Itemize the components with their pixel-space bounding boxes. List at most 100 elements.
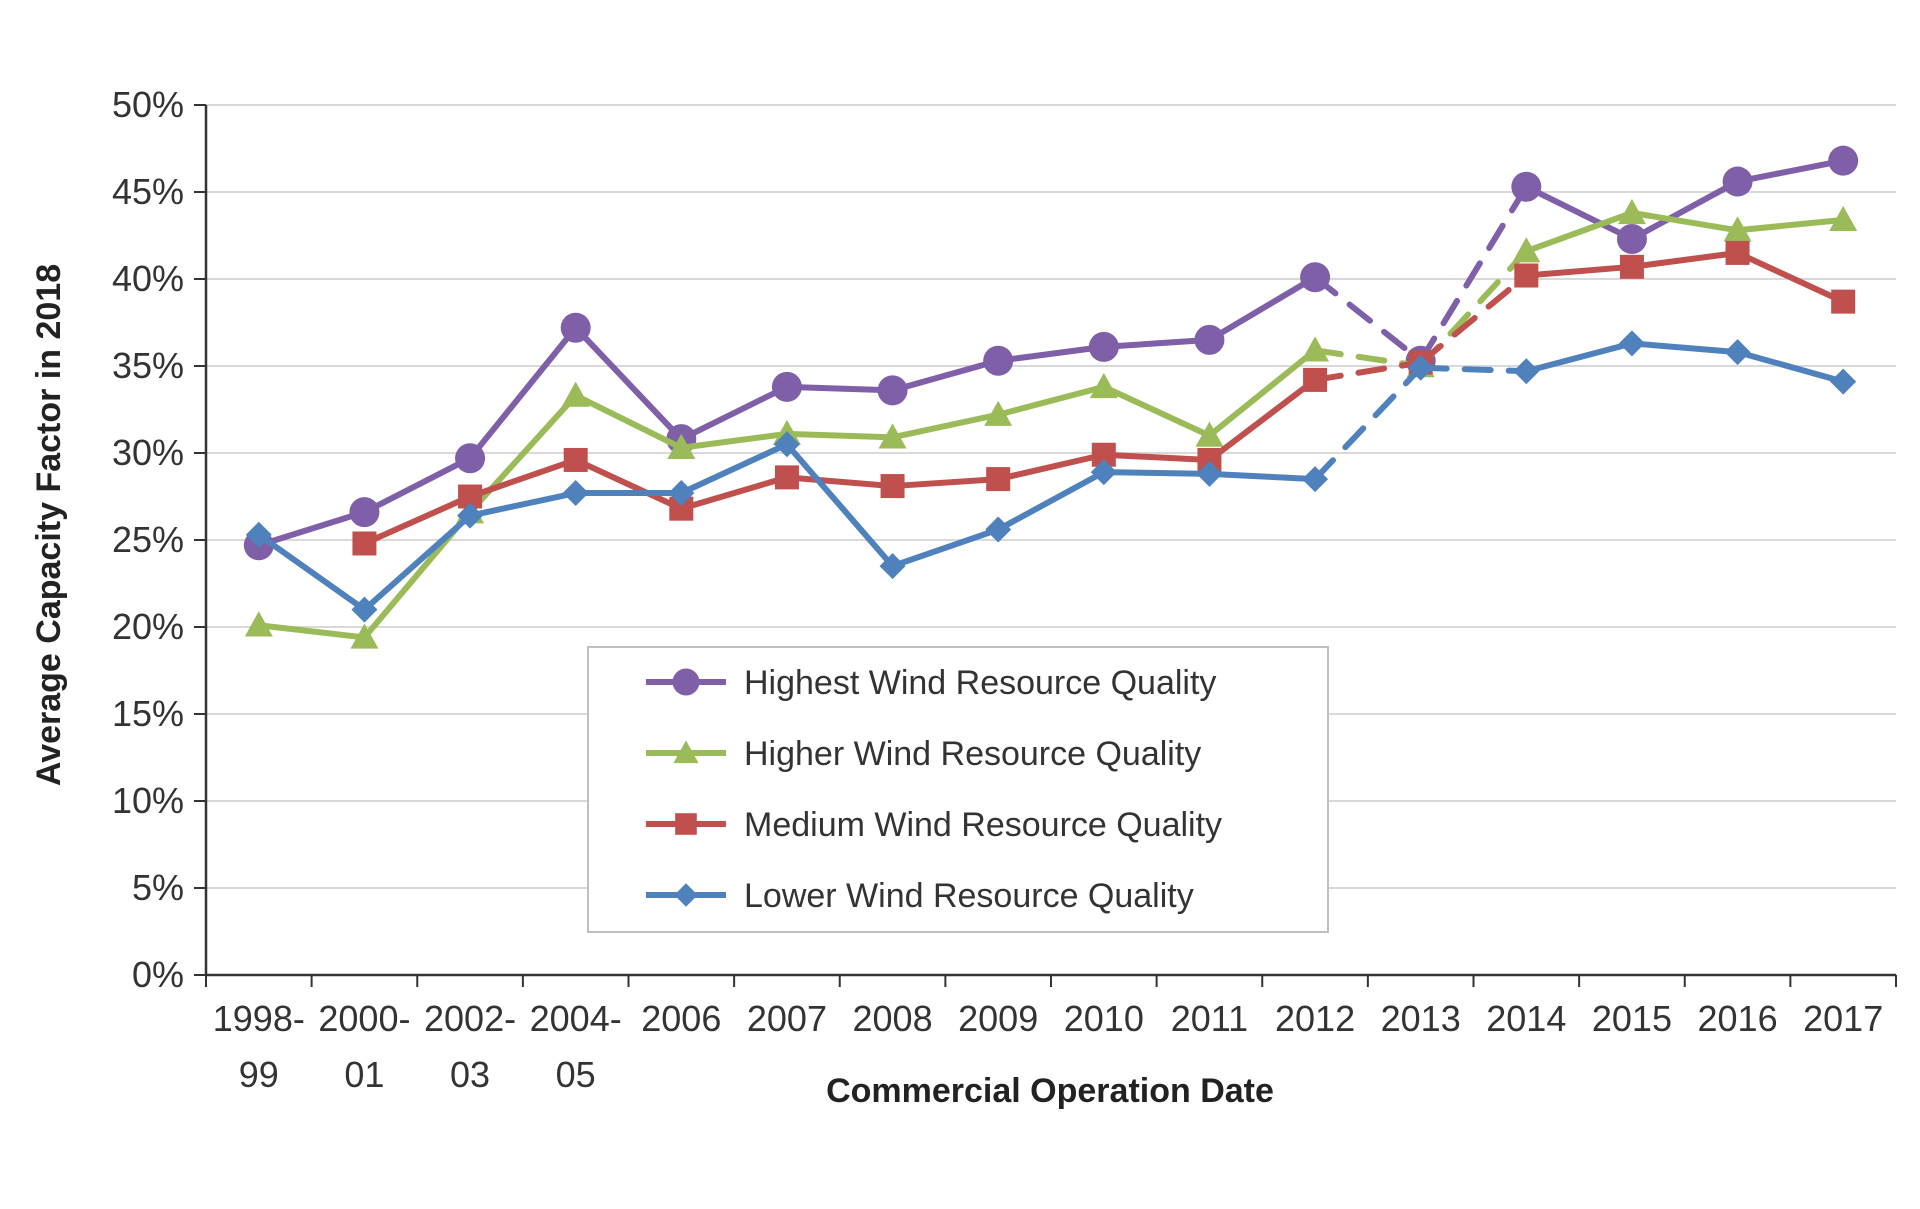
data-point bbox=[983, 345, 1014, 376]
series-line bbox=[1523, 263, 1635, 279]
data-point bbox=[244, 611, 273, 637]
data-point bbox=[1302, 466, 1329, 493]
series-line bbox=[467, 456, 579, 500]
series-line bbox=[1523, 340, 1635, 375]
data-point bbox=[1616, 223, 1647, 254]
data-point bbox=[1512, 237, 1541, 263]
data-point bbox=[1829, 205, 1858, 232]
series-line-dashed bbox=[1417, 364, 1530, 375]
x-tick-label: 2006 bbox=[641, 998, 721, 1039]
gridlines bbox=[206, 104, 1896, 889]
data-point bbox=[457, 502, 484, 529]
series-line bbox=[467, 490, 579, 519]
data-point bbox=[877, 375, 908, 406]
data-point bbox=[984, 400, 1013, 426]
y-tick-label: 40% bbox=[112, 258, 184, 299]
y-axis-title: Average Capacity Factor in 2018 bbox=[30, 264, 68, 786]
data-point bbox=[1089, 372, 1118, 399]
series-line bbox=[678, 430, 790, 451]
series-line bbox=[1523, 183, 1635, 242]
series-line bbox=[1206, 347, 1319, 439]
series-line bbox=[1206, 274, 1319, 343]
series-line bbox=[361, 493, 474, 547]
series-line bbox=[1628, 209, 1741, 234]
x-tick-label: 1998- bbox=[213, 998, 305, 1039]
series-line bbox=[572, 324, 685, 443]
data-point bbox=[455, 443, 486, 474]
series-line bbox=[1734, 249, 1847, 305]
series-line bbox=[361, 512, 474, 613]
data-point bbox=[245, 521, 272, 548]
series-line bbox=[678, 474, 790, 512]
series-line bbox=[783, 430, 896, 441]
data-point bbox=[1514, 263, 1539, 288]
legend: Highest Wind Resource Quality Higher Wind… bbox=[587, 646, 1329, 933]
data-point bbox=[1830, 368, 1857, 395]
x-tick-label: 2016 bbox=[1698, 998, 1778, 1039]
series-line bbox=[678, 441, 790, 497]
data-point bbox=[1196, 460, 1223, 487]
series-line bbox=[1734, 349, 1847, 385]
data-point bbox=[1831, 289, 1856, 314]
data-point bbox=[1303, 367, 1328, 392]
x-tick-label: 2015 bbox=[1592, 998, 1672, 1039]
x-tick-label: 2007 bbox=[747, 998, 827, 1039]
x-tick-label: 2013 bbox=[1381, 998, 1461, 1039]
series-line-dashed bbox=[1417, 272, 1530, 366]
data-point bbox=[1195, 421, 1224, 447]
data-point bbox=[773, 431, 800, 458]
x-tick-label: 2002- bbox=[424, 998, 516, 1039]
data-point bbox=[878, 423, 907, 449]
data-point bbox=[1513, 358, 1540, 385]
series-line bbox=[255, 531, 368, 613]
x-tick-label: 2008 bbox=[853, 998, 933, 1039]
series-line bbox=[783, 383, 896, 394]
series-line bbox=[1206, 376, 1319, 463]
data-point bbox=[668, 480, 695, 507]
data-point bbox=[1511, 171, 1542, 202]
x-tick-label: 2009 bbox=[958, 998, 1038, 1039]
y-tick-label: 5% bbox=[132, 867, 184, 908]
data-point bbox=[1088, 331, 1119, 362]
series-line-dashed bbox=[1312, 274, 1424, 364]
data-point bbox=[1618, 330, 1645, 357]
x-tick-label: 01 bbox=[344, 1054, 384, 1095]
series-3 bbox=[352, 240, 1856, 556]
series-line bbox=[1734, 157, 1847, 185]
data-point bbox=[774, 465, 799, 490]
data-point bbox=[1194, 324, 1225, 355]
legend-item: Lower Wind Resource Quality bbox=[646, 877, 1194, 915]
data-point bbox=[1722, 166, 1753, 197]
series-line bbox=[1628, 249, 1741, 270]
x-tick-label: 99 bbox=[239, 1054, 279, 1095]
series-line bbox=[889, 411, 1002, 441]
data-point bbox=[880, 474, 905, 499]
series-line bbox=[889, 476, 1002, 490]
data-point bbox=[1090, 459, 1117, 486]
data-point bbox=[561, 381, 590, 407]
x-tick-label: 2000- bbox=[318, 998, 410, 1039]
series-line bbox=[1100, 383, 1213, 439]
data-point bbox=[986, 467, 1011, 492]
data-point bbox=[563, 447, 588, 472]
data-point bbox=[350, 623, 379, 649]
x-tick-label: 2012 bbox=[1275, 998, 1355, 1039]
data-point bbox=[1724, 339, 1751, 366]
data-point bbox=[560, 312, 591, 343]
series-line bbox=[1628, 178, 1741, 242]
y-tick-label: 30% bbox=[112, 432, 184, 473]
data-point bbox=[985, 516, 1012, 543]
data-point bbox=[1723, 216, 1752, 242]
series-line bbox=[361, 455, 474, 516]
data-point bbox=[1407, 354, 1434, 381]
y-tick-label: 15% bbox=[112, 693, 184, 734]
y-tick-label: 0% bbox=[132, 954, 184, 995]
legend-label: Highest Wind Resource Quality bbox=[744, 664, 1216, 702]
series-line bbox=[572, 456, 685, 512]
data-point bbox=[1725, 240, 1750, 265]
series-line bbox=[995, 451, 1107, 483]
series-line bbox=[467, 324, 579, 462]
data-point bbox=[667, 433, 696, 459]
x-axis: 1998- 99 2000- 01 2002- 03 2004- 05 2006 2007 2008… bbox=[205, 973, 1897, 1095]
data-point bbox=[771, 371, 802, 402]
